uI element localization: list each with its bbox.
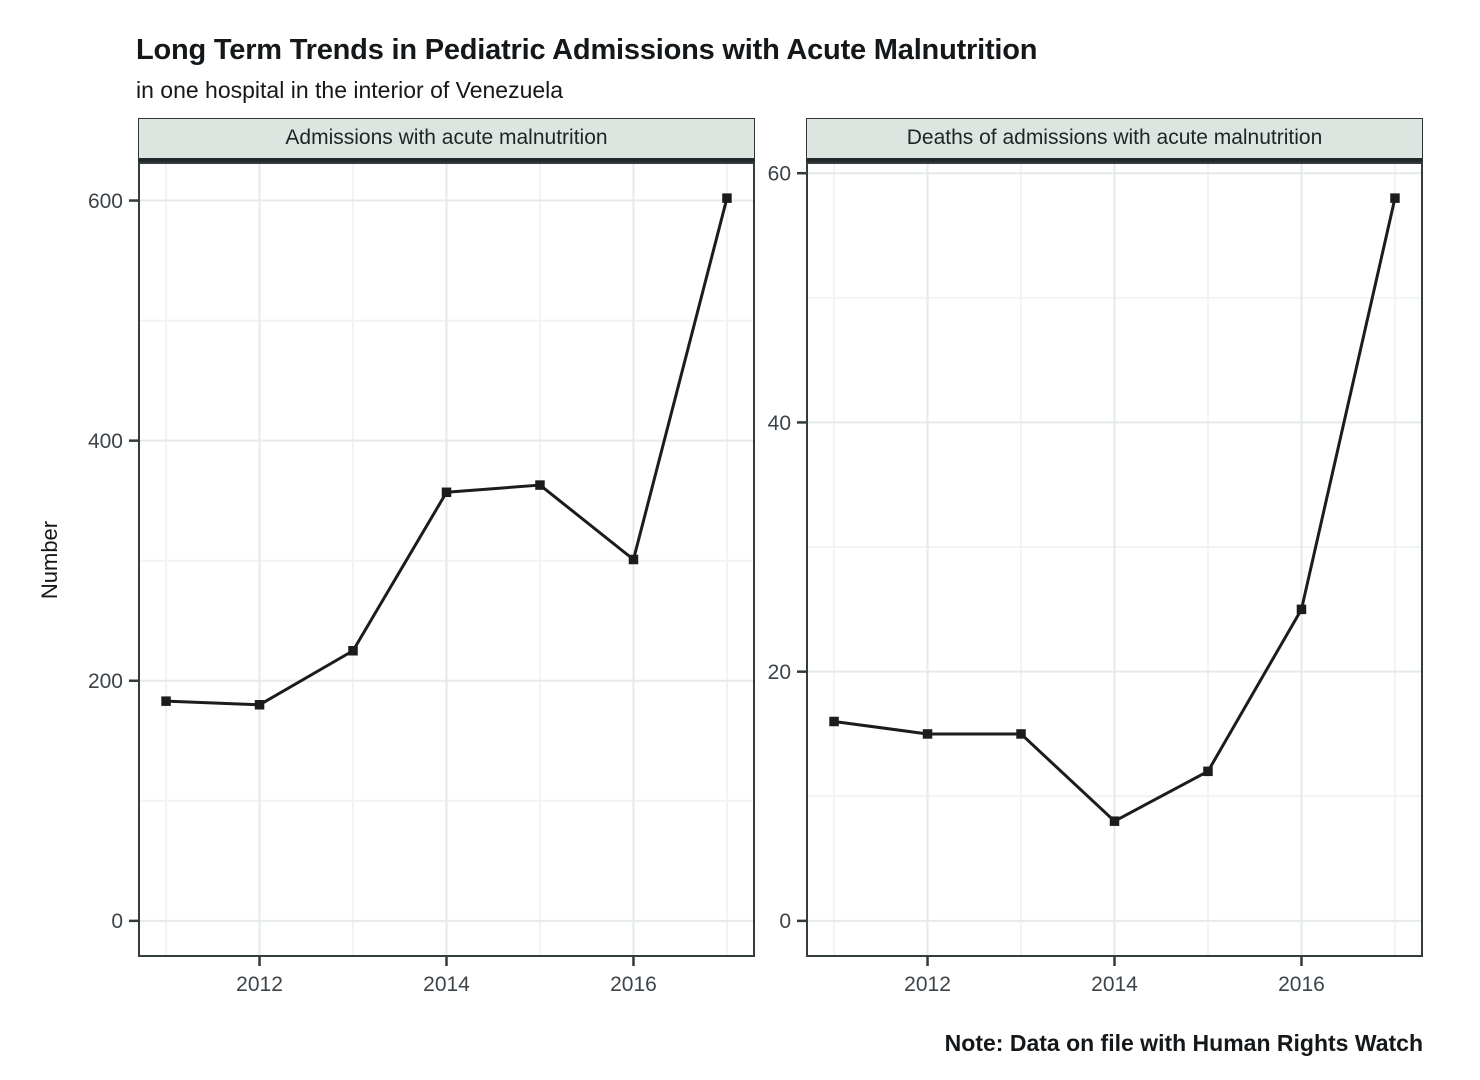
data-point	[161, 696, 171, 706]
y-tick-label: 20	[768, 661, 791, 684]
x-tick-label: 2014	[1091, 973, 1138, 996]
data-point	[348, 645, 358, 656]
x-tick-label: 2016	[610, 973, 657, 996]
data-point	[1296, 604, 1307, 615]
y-tick-label: 40	[768, 412, 791, 435]
data-point	[922, 729, 933, 739]
panel-border	[806, 162, 1423, 957]
data-point	[628, 554, 639, 565]
data-point	[535, 480, 545, 490]
panel-border	[138, 162, 755, 957]
x-tick-label: 2014	[423, 973, 470, 996]
data-point	[441, 487, 452, 498]
facet-strip-deaths: Deaths of admissions with acute malnutri…	[806, 118, 1423, 162]
source-note: Note: Data on file with Human Rights Wat…	[944, 1030, 1423, 1056]
facet-deaths: Deaths of admissions with acute malnutri…	[754, 118, 1423, 1010]
x-tick-label: 2012	[904, 973, 951, 996]
chart-title: Long Term Trends in Pediatric Admissions…	[136, 34, 1038, 66]
chart-subtitle: in one hospital in the interior of Venez…	[136, 77, 564, 103]
x-tick-label: 2016	[1278, 973, 1325, 996]
y-tick-label: 200	[88, 670, 123, 693]
y-tick-label: 60	[768, 163, 791, 186]
data-point	[1109, 816, 1120, 826]
x-tick-label: 2012	[236, 973, 283, 996]
deaths-plot: 0 20 40 60 2012 2014 2016	[768, 162, 1423, 996]
data-point	[1016, 729, 1026, 739]
data-point	[254, 700, 265, 710]
data-point	[722, 193, 732, 203]
y-tick-label: 0	[111, 910, 123, 933]
y-tick-label: 400	[88, 430, 123, 453]
admissions-plot: 0 200 400 600 2012 2014 2016	[88, 162, 755, 996]
y-tick-label: 0	[779, 910, 791, 933]
data-point	[829, 716, 839, 727]
facet-admissions: Admissions with acute malnutrition 0 200 4…	[86, 118, 755, 1010]
y-tick-label: 600	[88, 190, 123, 213]
data-point	[1390, 193, 1400, 203]
facet-strip-admissions: Admissions with acute malnutrition	[138, 118, 755, 162]
data-point	[1203, 766, 1213, 777]
y-axis-title: Number	[37, 520, 62, 600]
